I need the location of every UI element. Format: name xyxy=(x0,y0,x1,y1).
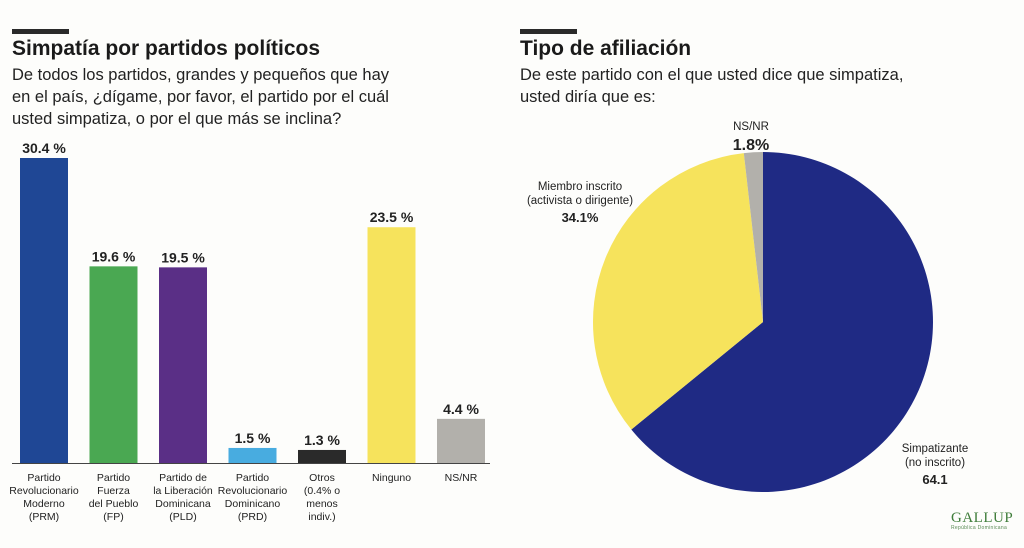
pie-chart-title: Tipo de afiliación xyxy=(520,37,692,60)
logo-tagline: República Dominicana xyxy=(951,525,1008,531)
bar-chart: 30.4 % Partido Revolucionario Moderno (PRM) 1… xyxy=(9,140,490,523)
category-label: Partido Revolucionario Moderno (PRM) xyxy=(9,472,79,523)
bar-value-label: 23.5 % xyxy=(370,209,414,225)
pie-slice-label: NS/NR xyxy=(733,121,769,133)
bar xyxy=(298,449,346,463)
bar-value-label: 19.6 % xyxy=(92,248,136,264)
bar-value-label: 19.5 % xyxy=(161,249,205,265)
bar-value-label: 30.4 % xyxy=(22,140,66,156)
bar-chart-question: De todos los partidos, grandes y pequeño… xyxy=(12,66,390,128)
pie-slice xyxy=(631,152,933,492)
pie-slice-value: 34.1% xyxy=(562,210,599,225)
pie-slice-label: Miembro inscrito (activista o dirigente) xyxy=(527,181,633,207)
category-label: Partido Revolucionario Dominicano (PRD) xyxy=(218,472,288,523)
category-label: Ninguno xyxy=(372,472,411,484)
category-label: Partido de la Liberación Dominicana (PLD) xyxy=(153,472,213,523)
pie-chart-question: De este partido con el que usted dice qu… xyxy=(520,66,904,106)
category-label: NS/NR xyxy=(445,472,478,484)
pie-slice xyxy=(743,152,763,322)
bar xyxy=(228,447,277,463)
bar xyxy=(159,267,207,463)
left-title-rule xyxy=(12,29,69,34)
category-label: Partido Fuerza del Pueblo (FP) xyxy=(89,472,139,523)
bar-chart-title: Simpatía por partidos políticos xyxy=(12,37,321,60)
bar xyxy=(89,266,138,463)
pie-slice xyxy=(592,153,763,430)
bar-value-label: 1.5 % xyxy=(235,430,271,446)
right-title-rule xyxy=(520,29,577,34)
bar-value-label: 1.3 % xyxy=(304,432,340,448)
logo-name: GALLUP xyxy=(951,510,1014,526)
category-label: Otros (0.4% o menos indiv.) xyxy=(304,472,340,523)
bar xyxy=(367,227,416,463)
bar-value-label: 4.4 % xyxy=(443,401,479,417)
bar xyxy=(20,158,68,463)
pie-slice-label: Simpatizante (no inscrito) xyxy=(902,443,968,469)
bar xyxy=(437,418,485,463)
pie-slice-value: 64.1 xyxy=(922,472,947,487)
gallup-logo: GALLUP República Dominicana xyxy=(951,510,1013,531)
pie-slice-value: 1.8% xyxy=(733,137,769,154)
